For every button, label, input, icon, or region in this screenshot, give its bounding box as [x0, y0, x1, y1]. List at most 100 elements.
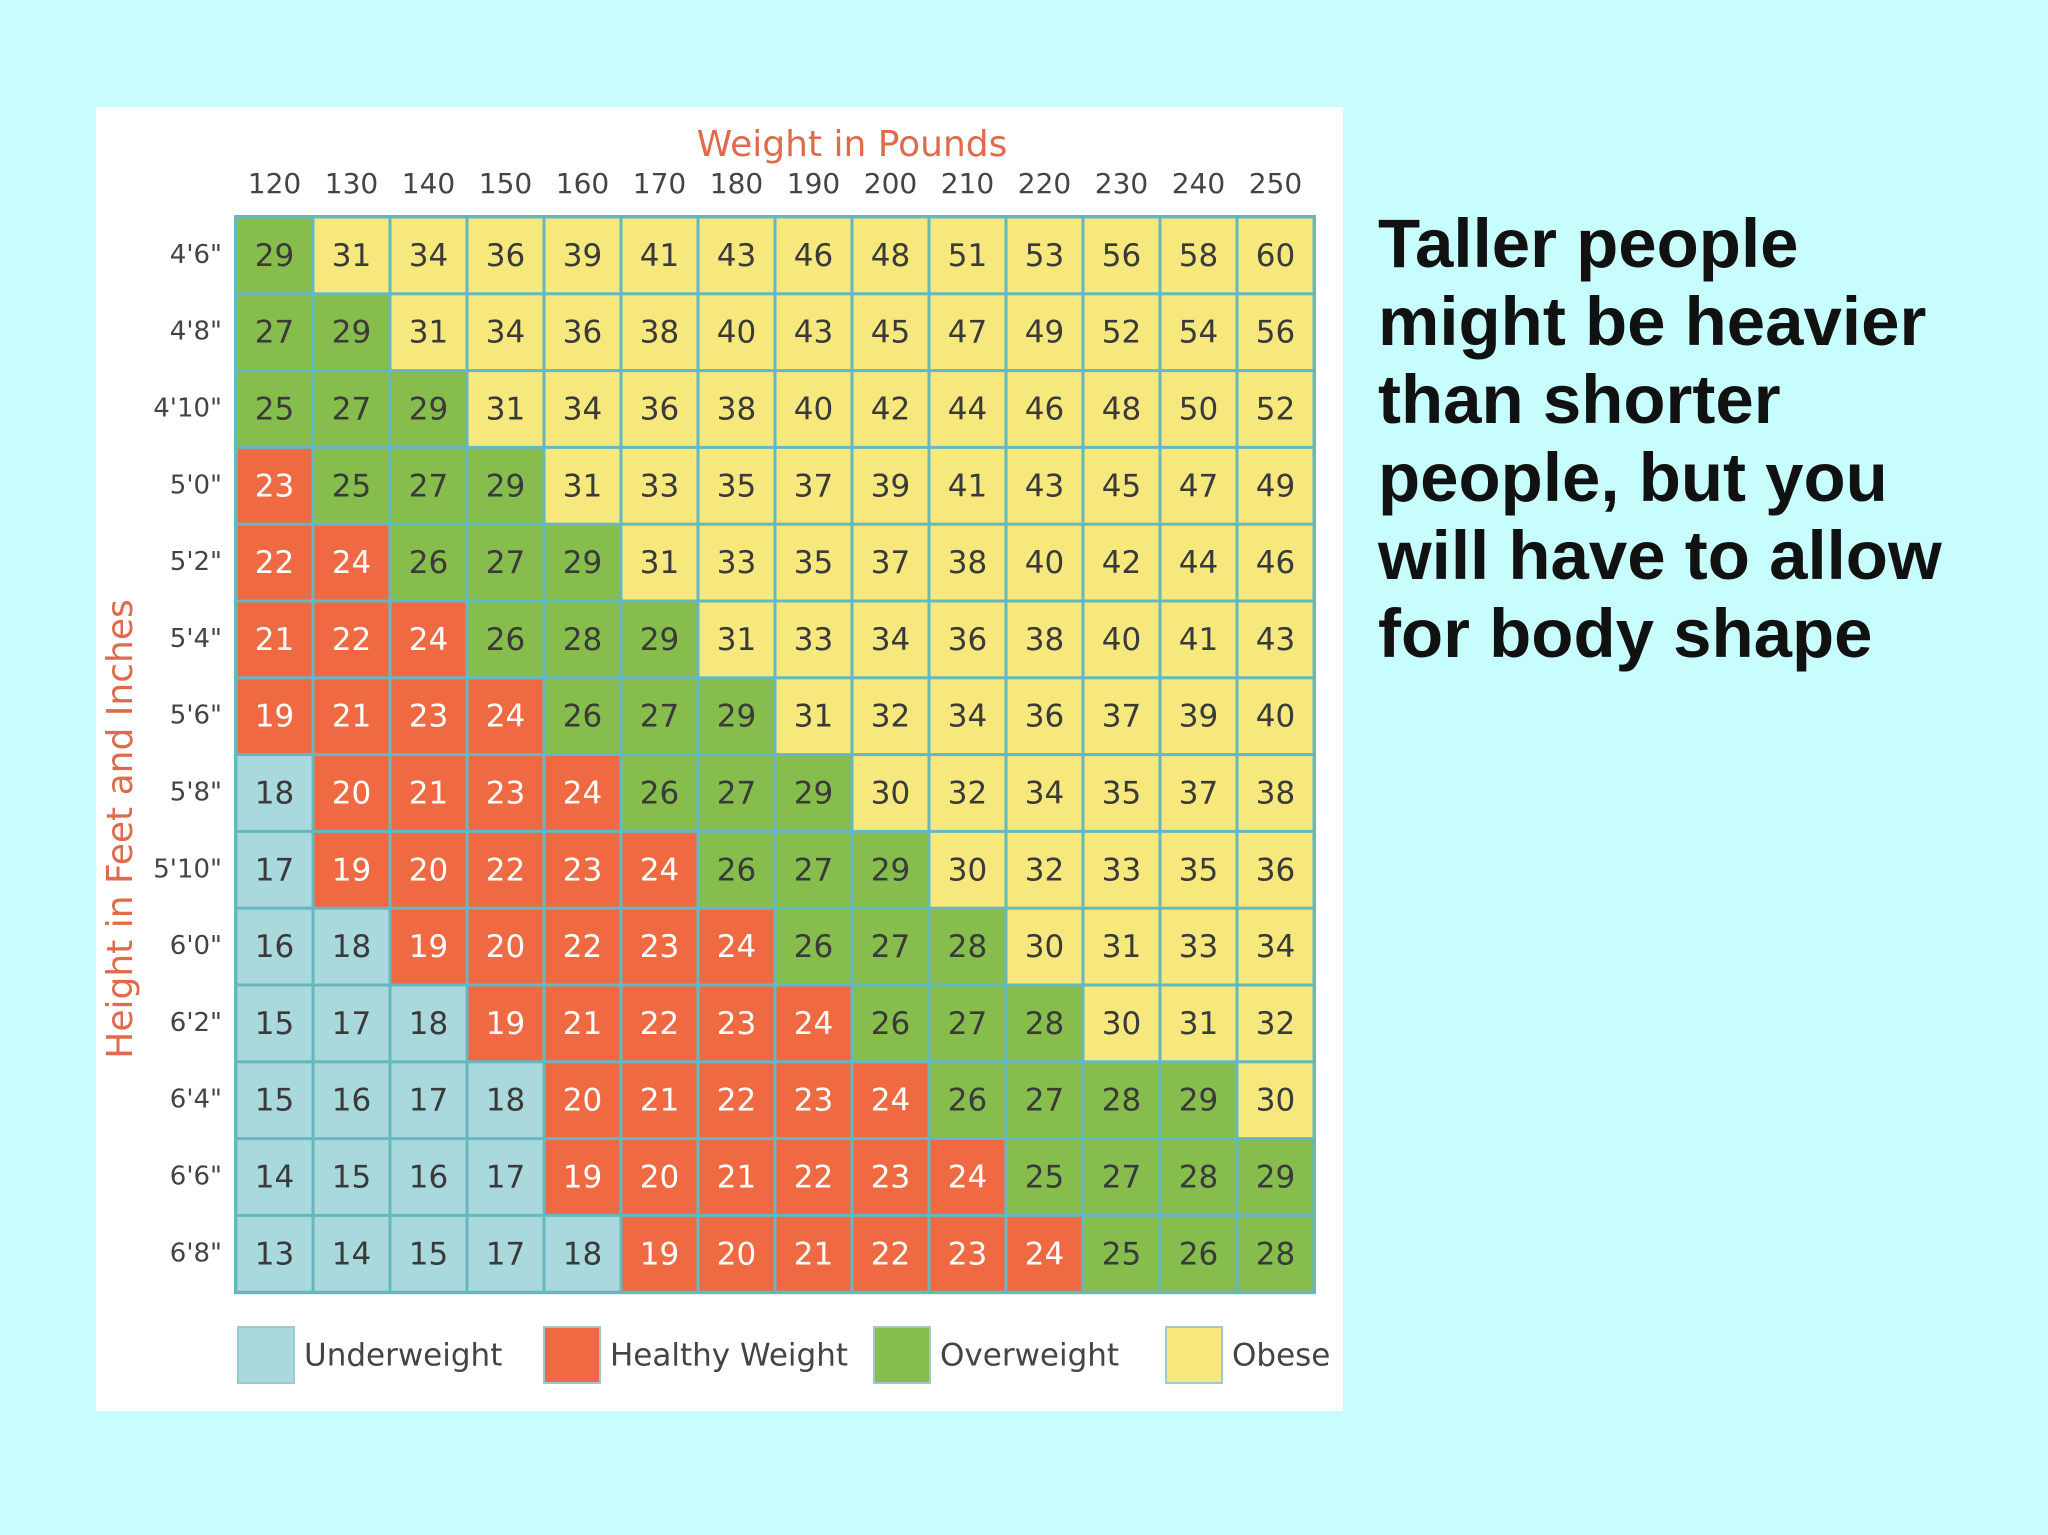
- heatmap-cell: [468, 679, 543, 754]
- cell-value-label: 42: [871, 392, 910, 428]
- cell-value-label: 14: [332, 1236, 371, 1272]
- cell-value-label: 21: [640, 1083, 679, 1119]
- heatmap-cell: [314, 1063, 389, 1138]
- heatmap-cell: [1007, 448, 1082, 523]
- heatmap-cell: [1007, 218, 1082, 293]
- heatmap-cell: [853, 1216, 928, 1291]
- caption-line: for body shape: [1378, 595, 1873, 672]
- heatmap-cell: [699, 218, 774, 293]
- heatmap-cell: [545, 1063, 620, 1138]
- cell-value-label: 20: [717, 1236, 756, 1272]
- x-tick-label: 150: [479, 167, 532, 200]
- cell-value-label: 53: [1025, 238, 1064, 274]
- caption-line: Taller people: [1378, 205, 1799, 282]
- cell-value-label: 27: [948, 1006, 987, 1042]
- cell-value-label: 43: [1256, 622, 1295, 658]
- heatmap-cell: [1007, 295, 1082, 370]
- bmi-heatmap: 29 31 34 36 39 41 43 46 48 51 53 56 58 60 27 29 31 34 36 38…: [100, 124, 1330, 1384]
- cell-value-label: 15: [255, 1083, 294, 1119]
- heatmap-cell: [622, 756, 697, 830]
- y-tick-label: 6'0": [170, 931, 222, 961]
- heatmap-cell: [545, 756, 620, 830]
- heatmap-cell: [1161, 218, 1236, 293]
- cell-value-label: 31: [1102, 929, 1141, 965]
- y-tick-label: 6'2": [170, 1008, 222, 1038]
- heatmap-cell: [1084, 295, 1159, 370]
- cell-value-label: 18: [563, 1236, 602, 1272]
- cell-value-label: 27: [1025, 1083, 1064, 1119]
- x-tick-label: 130: [325, 167, 378, 200]
- legend-label: Healthy Weight: [610, 1338, 848, 1374]
- cell-value-label: 44: [948, 392, 987, 428]
- heatmap-cell: [699, 679, 774, 754]
- legend-swatch: [873, 1326, 931, 1384]
- heatmap-cell: [930, 986, 1005, 1061]
- heatmap-cell: [1007, 832, 1082, 907]
- heatmap-cell: [699, 909, 774, 984]
- cell-value-label: 41: [1179, 622, 1218, 658]
- cell-value-label: 21: [255, 622, 294, 658]
- cell-value-label: 19: [332, 852, 371, 888]
- heatmap-cell: [1161, 986, 1236, 1061]
- cell-value-label: 29: [486, 468, 525, 504]
- heatmap-cell: [545, 909, 620, 984]
- heatmap-cell: [1161, 909, 1236, 984]
- cell-value-label: 48: [1102, 392, 1141, 428]
- caption-line: people, but you: [1378, 439, 1888, 516]
- cell-value-label: 22: [332, 622, 371, 658]
- y-tick-label: 5'4": [170, 624, 222, 654]
- heatmap-cell: [1084, 448, 1159, 523]
- cell-value-label: 16: [409, 1160, 448, 1196]
- heatmap-cell: [237, 986, 312, 1061]
- cell-value-label: 32: [1025, 852, 1064, 888]
- heatmap-cell: [1007, 1063, 1082, 1138]
- cell-value-label: 52: [1102, 315, 1141, 351]
- heatmap-cell: [1238, 756, 1313, 830]
- cell-value-label: 31: [332, 238, 371, 274]
- heatmap-cell: [237, 832, 312, 907]
- heatmap-cell: [545, 1216, 620, 1291]
- heatmap-cell: [930, 679, 1005, 754]
- heatmap-cell: [776, 986, 851, 1061]
- heatmap-cell: [468, 525, 543, 600]
- heatmap-cell: [622, 525, 697, 600]
- cell-value-label: 29: [640, 622, 679, 658]
- heatmap-cell: [391, 1216, 466, 1291]
- heatmap-cell: [1238, 1063, 1313, 1138]
- cell-value-label: 19: [409, 929, 448, 965]
- heatmap-cell: [1238, 602, 1313, 677]
- heatmap-cell: [1238, 1140, 1313, 1214]
- heatmap-cell: [391, 218, 466, 293]
- cell-value-label: 40: [1102, 622, 1141, 658]
- heatmap-cell: [545, 525, 620, 600]
- cell-value-label: 54: [1179, 315, 1218, 351]
- heatmap-cell: [622, 1140, 697, 1214]
- heatmap-cell: [1161, 1216, 1236, 1291]
- caption-line: than shorter: [1378, 361, 1781, 438]
- cell-value-label: 32: [1256, 1006, 1295, 1042]
- heatmap-cell: [237, 1063, 312, 1138]
- cell-value-label: 18: [486, 1083, 525, 1119]
- cell-value-label: 34: [486, 315, 525, 351]
- cell-value-label: 30: [1025, 929, 1064, 965]
- cell-value-label: 18: [409, 1006, 448, 1042]
- cell-value-label: 36: [640, 392, 679, 428]
- heatmap-cell: [622, 1216, 697, 1291]
- heatmap-cell: [776, 218, 851, 293]
- cell-value-label: 15: [409, 1236, 448, 1272]
- cell-value-label: 27: [717, 776, 756, 812]
- cell-value-label: 29: [1179, 1083, 1218, 1119]
- y-axis-title: Height in Feet and Inches: [100, 599, 141, 1058]
- heatmap-cell: [545, 832, 620, 907]
- cell-value-label: 27: [255, 315, 294, 351]
- cell-value-label: 22: [486, 852, 525, 888]
- cell-value-label: 27: [794, 852, 833, 888]
- cell-value-label: 31: [1179, 1006, 1218, 1042]
- x-tick-label: 220: [1018, 167, 1071, 200]
- cell-value-label: 24: [563, 776, 602, 812]
- cell-value-label: 40: [717, 315, 756, 351]
- cell-value-label: 34: [1025, 776, 1064, 812]
- cell-value-label: 29: [255, 238, 294, 274]
- cell-value-label: 26: [948, 1083, 987, 1119]
- heatmap-cell: [391, 295, 466, 370]
